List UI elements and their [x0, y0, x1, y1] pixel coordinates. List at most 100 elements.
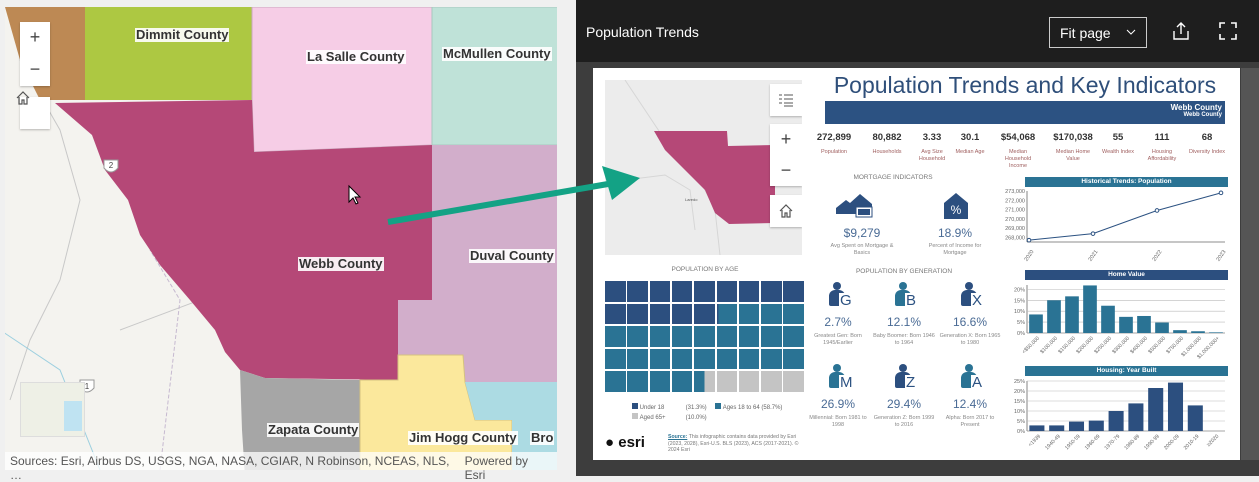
- waffle-cell: [694, 348, 715, 369]
- x-tick-label: 1960-69: [1084, 434, 1102, 452]
- population-line: [1028, 192, 1222, 241]
- fullscreen-icon[interactable]: [1219, 22, 1237, 40]
- generation-value: 12.4%: [952, 397, 988, 411]
- mini-map-canvas: Laredo: [624, 80, 775, 255]
- generation-value: 2.7%: [824, 315, 852, 329]
- bar: [1187, 405, 1203, 431]
- waffle-cell: [738, 281, 760, 302]
- mcmullen-county: [431, 7, 557, 146]
- mortgage-value: $9,279: [843, 226, 881, 240]
- zoom-in-button[interactable]: +: [29, 27, 41, 47]
- waffle-cell: [738, 371, 760, 392]
- generation-person-icon: X: [959, 282, 985, 312]
- waffle-cell: [694, 371, 715, 392]
- overview-map[interactable]: [20, 382, 85, 437]
- attribution-text[interactable]: Sources: Esri, Airbus DS, USGS, NGA, NAS…: [10, 454, 450, 482]
- y-tick-label: 20%: [1014, 287, 1025, 293]
- waffle-cell: [716, 281, 737, 302]
- mini-map[interactable]: Laredo + −: [605, 80, 802, 255]
- fit-page-select[interactable]: Fit page: [1049, 17, 1147, 48]
- waffle-cell: [627, 326, 648, 347]
- cursor-icon: [348, 184, 362, 205]
- bar: [1137, 315, 1151, 333]
- x-tick-label: <1939: [1028, 434, 1043, 449]
- age-legend: Under 18 (31.3%) Ages 18 to 64 (58.7%) Ag…: [632, 403, 782, 423]
- bar: [1065, 296, 1079, 333]
- x-tick-label: 2010-19: [1183, 434, 1201, 452]
- area-subname: Webb County: [1183, 112, 1222, 118]
- x-tick-label: <$50,000: [1021, 336, 1041, 356]
- x-tick-label: $400,000: [1129, 336, 1149, 356]
- mini-zoom-in-button[interactable]: +: [780, 129, 792, 149]
- home-icon: [779, 204, 793, 218]
- generation-label: Greatest Gen: Born 1945/Earlier: [814, 333, 862, 346]
- bar: [1088, 420, 1104, 431]
- zoom-out-button[interactable]: −: [29, 59, 41, 79]
- bar: [1068, 421, 1085, 431]
- source-text: This infographic contains data provided …: [668, 434, 799, 453]
- generation-person-icon: A: [959, 364, 985, 394]
- scrollbar[interactable]: [1241, 68, 1259, 460]
- generation-title: POPULATION BY GENERATION: [855, 268, 953, 275]
- indicator: 30.1 Median Age: [949, 132, 991, 156]
- waffle-cell: [738, 326, 760, 347]
- indicator-label: Wealth Index: [1101, 149, 1134, 155]
- indicator-label: Households: [872, 149, 902, 155]
- home-button[interactable]: [16, 91, 50, 129]
- legend-swatch: [632, 413, 638, 419]
- indicator: $54,068 Median Household Income: [997, 132, 1039, 170]
- infographic-title: Population Trends and Key Indicators: [833, 72, 1217, 98]
- share-icon[interactable]: [1172, 21, 1190, 41]
- svg-text:Laredo: Laredo: [685, 197, 698, 202]
- county-label: Jim Hogg County: [408, 430, 518, 445]
- x-tick-label: $100,000: [1039, 336, 1059, 356]
- bar: [1148, 388, 1164, 431]
- indicator-label: Avg Size Household: [918, 149, 946, 162]
- powered-by-esri[interactable]: Powered by Esri: [464, 454, 529, 482]
- y-tick-label: 0%: [1017, 429, 1025, 435]
- mini-home-button[interactable]: [770, 195, 802, 227]
- county-label: McMullen County: [442, 46, 552, 61]
- legend-swatch: [715, 403, 722, 409]
- y-tick-label: 271,000: [1005, 208, 1025, 214]
- legend-button[interactable]: [770, 84, 802, 116]
- waffle-cell: [761, 326, 782, 347]
- county-map[interactable]: 2 1 Dimmit County La Salle County McMull…: [5, 7, 557, 470]
- generation-label: Millennial: Born 1981 to 1998: [809, 415, 867, 428]
- y-tick-label: 5%: [1017, 320, 1025, 326]
- indicator: 68 Diversity Index: [1186, 132, 1228, 156]
- bar: [1108, 411, 1124, 431]
- indicator-value: $54,068: [1000, 132, 1036, 143]
- age-waffle-chart: [605, 281, 805, 393]
- waffle-cell: [605, 348, 626, 369]
- waffle-cell: [783, 348, 804, 369]
- generation-label: Baby Boomer: Born 1946 to 1964: [873, 333, 935, 346]
- x-tick-label: 1950-59: [1064, 434, 1082, 452]
- waffle-cell: [649, 326, 671, 347]
- waffle-cell: [671, 348, 693, 369]
- waffle-cell: [605, 303, 626, 324]
- data-point: [1218, 190, 1224, 196]
- generation-value: 12.1%: [886, 315, 922, 329]
- y-tick-label: 268,000: [1005, 235, 1025, 241]
- waffle-cell: [761, 281, 782, 302]
- source-link[interactable]: Source:: [668, 434, 688, 440]
- indicator-value: 68: [1201, 132, 1213, 143]
- indicator-value: 272,899: [816, 132, 852, 143]
- map-attribution: Sources: Esri, Airbus DS, USGS, NGA, NAS…: [5, 452, 557, 482]
- x-tick-label: 1980-89: [1123, 434, 1141, 452]
- house-money-icon: [836, 194, 873, 218]
- chart-title: Home Value: [1025, 270, 1228, 280]
- route-2-shield: 2: [103, 159, 119, 173]
- chart-title: Historical Trends: Population: [1025, 177, 1228, 187]
- indicator-label: Median Household Income: [1004, 149, 1032, 169]
- waffle-cell: [627, 348, 648, 369]
- waffle-cell: [783, 303, 804, 324]
- home-icon: [16, 91, 30, 105]
- waffle-cell: [671, 371, 693, 392]
- mini-zoom-out-button[interactable]: −: [780, 160, 792, 180]
- indicator-label: Housing Affordability: [1147, 149, 1177, 162]
- indicator-value: 80,882: [872, 132, 902, 143]
- y-tick-label: 10%: [1014, 409, 1025, 415]
- population-line-chart: 268,000 269,000 270,000 271,000 272,000 273,0…: [1005, 189, 1227, 263]
